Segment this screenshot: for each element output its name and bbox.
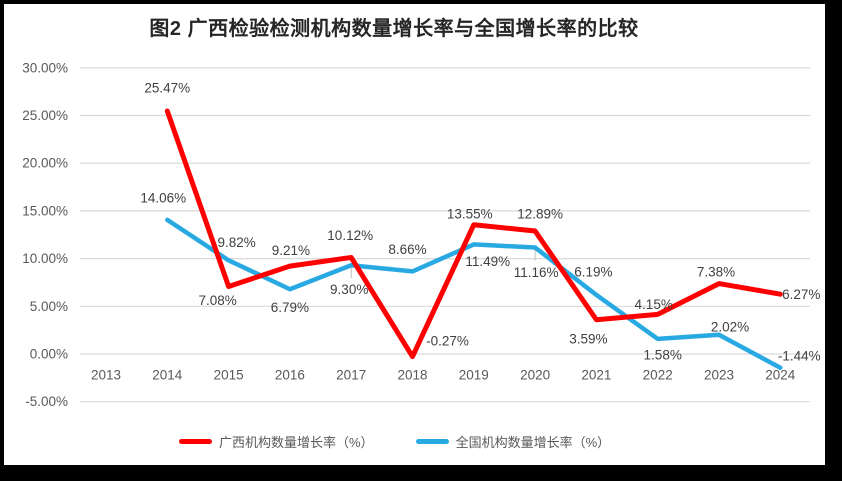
line-chart: 30.00% 25.00% 20.00% 15.00% 10.00% 5.00% 0.00%… xyxy=(22,60,821,409)
x-tick-label: 2018 xyxy=(397,368,427,383)
x-tick-label: 2022 xyxy=(643,368,673,383)
x-tick-label: 2024 xyxy=(765,368,796,383)
data-label: 10.12% xyxy=(327,228,373,243)
x-tick-label: 2023 xyxy=(704,368,734,383)
data-label: -0.27% xyxy=(426,333,469,348)
data-label: 11.49% xyxy=(465,254,510,269)
legend-item-1: 全国机构数量增长率（%） xyxy=(415,432,611,451)
legend-label: 全国机构数量增长率（%） xyxy=(455,435,611,450)
x-tick-label: 2017 xyxy=(336,368,366,383)
data-label: 12.89% xyxy=(517,207,563,222)
data-label: 6.79% xyxy=(271,300,309,315)
series-line-0 xyxy=(164,108,783,360)
y-tick-label: 30.00% xyxy=(22,60,68,75)
x-tick-label: 2020 xyxy=(520,368,550,383)
data-label: 6.19% xyxy=(574,265,612,280)
data-label: 7.08% xyxy=(198,293,236,308)
data-label: 14.06% xyxy=(140,191,186,206)
data-label: -1.44% xyxy=(778,348,821,363)
x-tick-label: 2021 xyxy=(581,368,611,383)
y-tick-label: 5.00% xyxy=(30,299,68,314)
x-tick-label: 2016 xyxy=(275,368,305,383)
y-tick-label: 20.00% xyxy=(22,156,68,171)
data-label: 25.47% xyxy=(144,81,190,96)
data-label: 9.82% xyxy=(217,235,255,250)
legend-item-0: 广西机构数量增长率（%） xyxy=(179,432,374,451)
data-label: 9.21% xyxy=(272,243,310,258)
x-tick-label: 2013 xyxy=(91,368,121,383)
series-line-1 xyxy=(165,217,783,370)
legend-line-swatch xyxy=(415,439,449,444)
y-tick-label: -5.00% xyxy=(25,394,68,409)
data-label: 9.30% xyxy=(330,282,368,297)
x-tick-label: 2014 xyxy=(152,368,183,383)
x-tick-label: 2019 xyxy=(459,368,489,383)
chart-panel: 图2 广西检验检测机构数量增长率与全国增长率的比较 30.00% 25.00% 20… xyxy=(4,4,825,465)
y-tick-label: 15.00% xyxy=(22,203,68,218)
data-label: 1.58% xyxy=(644,348,682,363)
data-label: 2.02% xyxy=(711,319,749,334)
y-tick-label: 0.00% xyxy=(30,347,68,362)
chart-legend: 广西机构数量增长率（%） 全国机构数量增长率（%） xyxy=(179,432,610,451)
legend-line-swatch xyxy=(179,439,212,444)
data-label: 6.27% xyxy=(782,287,820,302)
data-label: 11.16% xyxy=(514,265,559,280)
y-tick-label: 25.00% xyxy=(22,108,68,123)
data-label: 7.38% xyxy=(697,264,735,279)
data-label: 13.55% xyxy=(447,206,493,221)
data-label: 3.59% xyxy=(569,331,607,346)
data-label: 4.15% xyxy=(635,297,673,312)
x-tick-label: 2015 xyxy=(214,368,244,383)
y-tick-label: 10.00% xyxy=(22,251,68,266)
chart-title: 图2 广西检验检测机构数量增长率与全国增长率的比较 xyxy=(149,18,639,40)
data-label: 8.66% xyxy=(388,242,426,257)
legend-label: 广西机构数量增长率（%） xyxy=(219,435,374,450)
